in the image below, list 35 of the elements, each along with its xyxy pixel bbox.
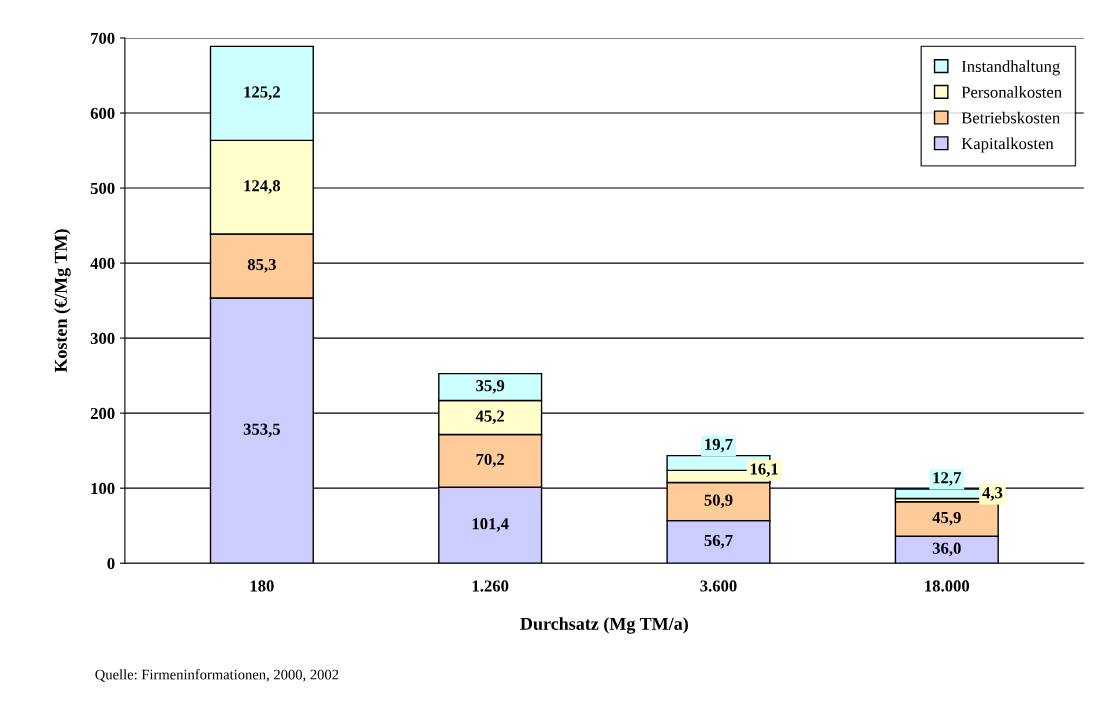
data-label: 4,3 bbox=[982, 487, 1003, 501]
data-label: 50,9 bbox=[704, 494, 733, 509]
x-tick-label: 18.000 bbox=[925, 580, 970, 592]
legend-label: Betriebskosten bbox=[961, 111, 1060, 124]
data-label: 12,7 bbox=[933, 472, 961, 486]
data-label: 45,9 bbox=[932, 511, 961, 526]
legend-label: Kapitalkosten bbox=[961, 137, 1054, 153]
data-label: 101,4 bbox=[472, 518, 509, 532]
y-tick-label: 300 bbox=[90, 332, 115, 345]
data-label: 70,2 bbox=[476, 453, 505, 468]
y-tick-label: 200 bbox=[90, 407, 115, 420]
y-tick-label: 700 bbox=[91, 32, 115, 44]
legend-label: Personalkosten bbox=[961, 86, 1062, 98]
y-tick-label: 600 bbox=[90, 107, 115, 119]
data-label: 353,5 bbox=[243, 423, 281, 438]
y-tick-label: 400 bbox=[90, 257, 115, 270]
x-tick-label: 1.260 bbox=[472, 580, 509, 592]
x-tick-label: 180 bbox=[250, 580, 274, 592]
data-label: 125,2 bbox=[244, 86, 280, 100]
source-note: Quelle: Firmeninformationen, 2000, 2002 bbox=[95, 669, 339, 682]
data-label: 56,7 bbox=[704, 534, 733, 549]
data-label: 19,7 bbox=[705, 438, 733, 453]
data-label: 85,3 bbox=[247, 258, 276, 273]
x-axis-title: Durchsatz (Mg TM/a) bbox=[520, 617, 688, 634]
data-label: 35,9 bbox=[476, 380, 505, 394]
x-tick-label: 3.600 bbox=[700, 580, 737, 592]
data-label: 36,0 bbox=[932, 542, 961, 557]
y-tick-label: 500 bbox=[90, 182, 115, 195]
data-label: 124,8 bbox=[244, 180, 281, 194]
y-tick-label: 100 bbox=[91, 482, 115, 495]
data-label: 45,2 bbox=[475, 410, 505, 425]
legend-label: Instandhaltung bbox=[961, 60, 1060, 76]
data-label: 16,1 bbox=[750, 463, 778, 478]
y-axis-title: Kosten (€/Mg TM) bbox=[54, 229, 71, 373]
y-tick-label: 0 bbox=[107, 557, 115, 570]
